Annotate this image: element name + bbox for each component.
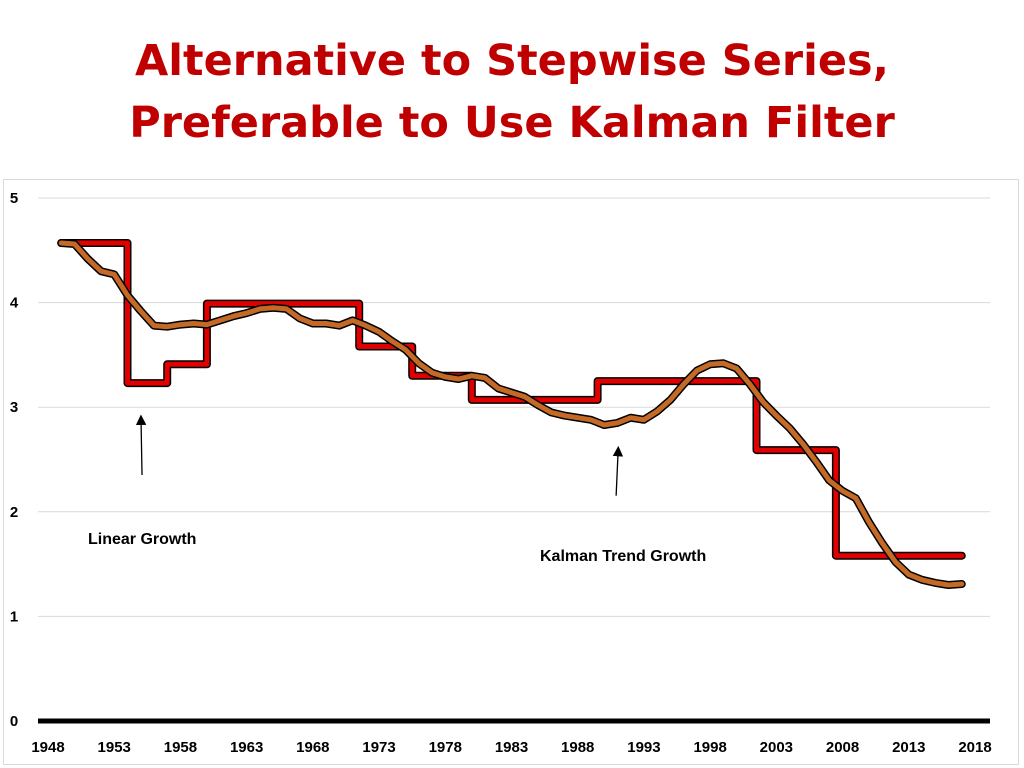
y-tick-label: 4 [10, 295, 19, 312]
x-tick-label: 2018 [958, 739, 991, 756]
x-tick-label: 1968 [296, 739, 329, 756]
x-tick-label: 1973 [362, 739, 395, 756]
y-tick-label: 2 [10, 504, 18, 521]
gridlines [38, 197, 990, 617]
x-tick-label: 1958 [164, 739, 197, 756]
y-tick-label: 5 [10, 190, 18, 207]
series-lines [57, 239, 966, 589]
slide-title-line-1: Alternative to Stepwise Series, [135, 36, 889, 86]
x-tick-label: 1978 [429, 739, 462, 756]
x-tick-label: 1983 [495, 739, 528, 756]
x-tick-label: 2003 [760, 739, 793, 756]
y-tick-label: 1 [10, 608, 18, 625]
annotation-label-2: Kalman Trend Growth [540, 548, 706, 565]
axes: 0 1 2 3 4 5 1948 1953 1958 1963 1968 1973 1978 1983 19… [10, 190, 992, 756]
annotation-arrow-2 [612, 445, 624, 496]
x-tick-label: 1998 [693, 739, 726, 756]
x-tick-label: 1948 [31, 739, 64, 756]
x-tick-label: 2008 [826, 739, 859, 756]
x-tick-label: 1963 [230, 739, 263, 756]
x-tick-label: 1993 [627, 739, 660, 756]
slide-title: Alternative to Stepwise Series, Preferab… [0, 30, 1024, 154]
x-tick-label: 2013 [892, 739, 925, 756]
x-tick-label: 1988 [561, 739, 594, 756]
chart-frame [3, 179, 1019, 765]
x-tick-label: 1953 [98, 739, 131, 756]
y-tick-label: 0 [10, 713, 18, 730]
y-tick-label: 3 [10, 399, 18, 416]
series-1 [57, 239, 966, 560]
annotations: Linear Growth Kalman Trend Growth [88, 414, 706, 565]
annotation-label-1: Linear Growth [88, 531, 196, 548]
series-2-line [58, 240, 965, 588]
slide-title-line-2: Preferable to Use Kalman Filter [129, 98, 895, 148]
series-2 [57, 239, 966, 589]
series-1-line [58, 240, 965, 559]
annotation-arrow-1 [135, 414, 147, 475]
